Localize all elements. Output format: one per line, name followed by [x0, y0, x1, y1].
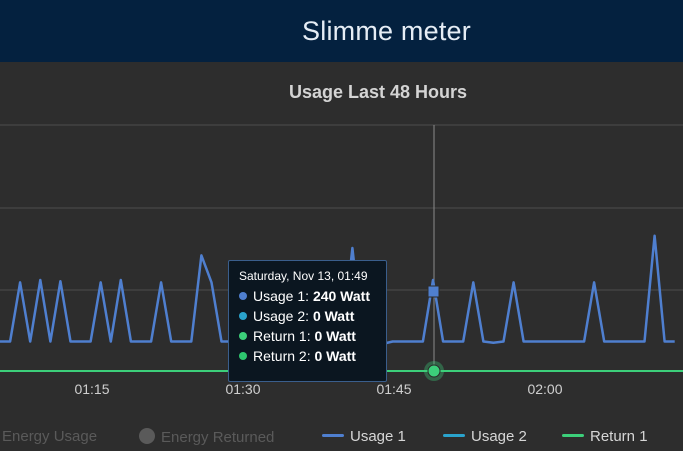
app-title: Slimme meter [302, 15, 471, 46]
legend-item-energy-usage[interactable]: Energy Usage [2, 428, 98, 445]
series-dot-icon [239, 332, 247, 340]
chart-title: Usage Last 48 Hours [288, 82, 468, 102]
series-dot-icon [239, 312, 247, 320]
legend-line-icon [322, 434, 344, 437]
legend-item-usage-2[interactable]: Usage 2 [443, 428, 527, 445]
hover-tooltip: Saturday, Nov 13, 01:49 Usage 1: 240 Wat… [228, 260, 387, 382]
legend-item-return-1[interactable]: Return 1 [562, 428, 648, 445]
legend-line-icon [443, 434, 465, 437]
app-header: Slimme meter [0, 0, 683, 62]
chart-panel: Usage Last 48 Hours 01:15 01:30 01:45 02… [0, 62, 683, 451]
hover-marker-return [427, 364, 441, 378]
tooltip-row-usage-1: Usage 1: 240 Watt [239, 286, 386, 306]
legend-item-energy-returned[interactable]: Energy Returned [139, 428, 274, 446]
chart-legend: Energy Usage Energy Returned Usage 1 Usa… [0, 425, 683, 449]
tooltip-row-usage-2: Usage 2: 0 Watt [239, 306, 386, 326]
tooltip-row-return-2: Return 2: 0 Watt [239, 346, 386, 366]
legend-line-icon [562, 434, 584, 437]
x-tick-label: 01:30 [225, 381, 261, 397]
series-dot-icon [239, 352, 247, 360]
tooltip-date: Saturday, Nov 13, 01:49 [239, 269, 368, 283]
x-tick-label: 02:00 [527, 381, 563, 397]
legend-dot-icon [139, 428, 155, 444]
x-tick-label: 01:15 [74, 381, 110, 397]
legend-item-usage-1[interactable]: Usage 1 [322, 428, 406, 445]
tooltip-row-return-1: Return 1: 0 Watt [239, 326, 386, 346]
hover-marker-usage-1 [427, 285, 440, 298]
series-dot-icon [239, 292, 247, 300]
x-tick-label: 01:45 [376, 381, 412, 397]
